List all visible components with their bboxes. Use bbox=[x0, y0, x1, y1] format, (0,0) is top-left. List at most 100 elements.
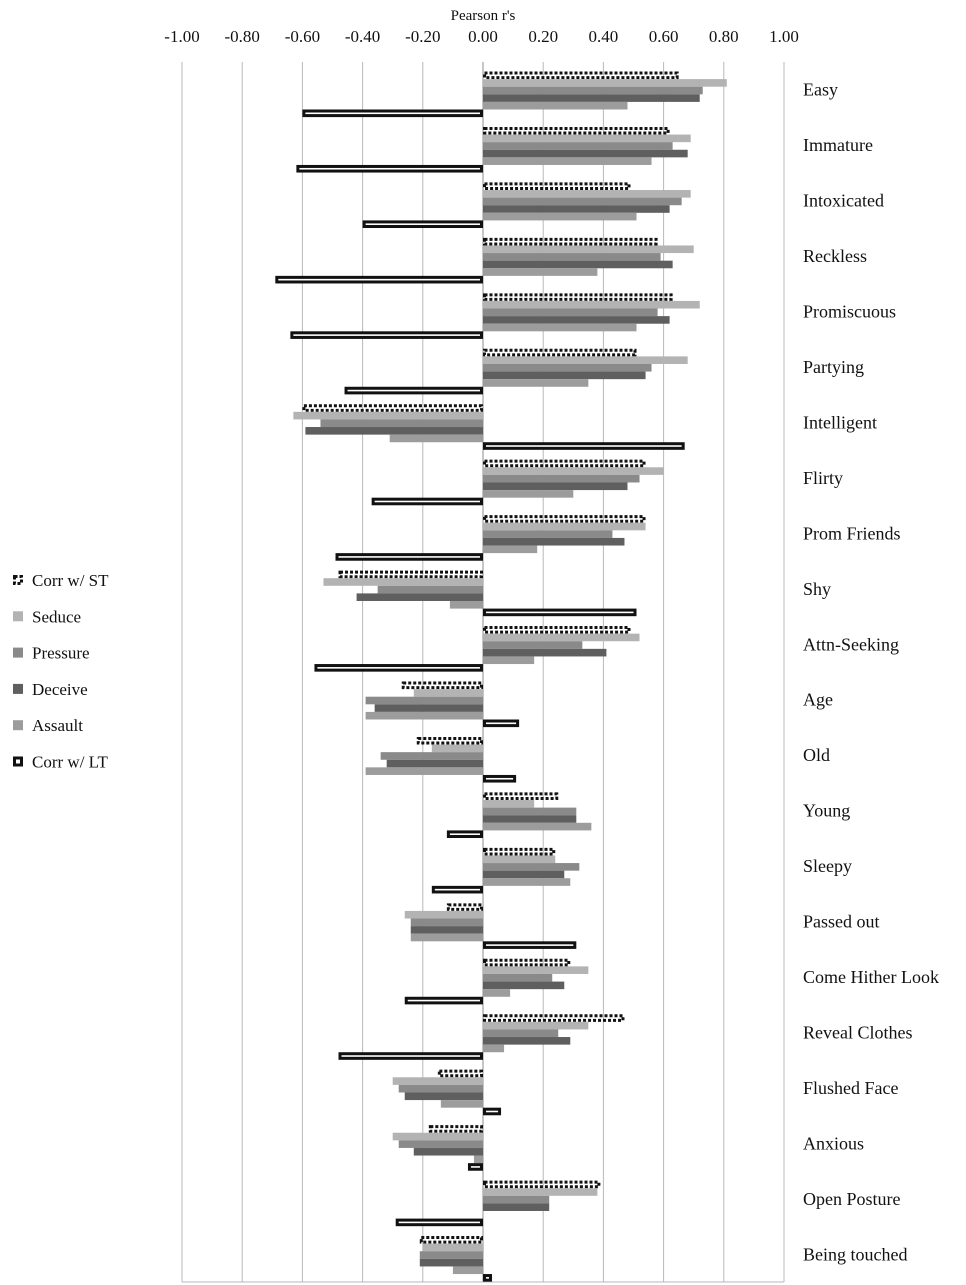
bar-pressure-shy bbox=[377, 585, 483, 594]
bar-assault-age bbox=[365, 711, 483, 720]
bar-deceive-shy bbox=[356, 593, 483, 601]
category-label: Flirty bbox=[803, 468, 843, 488]
bar-corr-w-lt-easy bbox=[302, 109, 483, 118]
bar-seduce-sleepy bbox=[483, 855, 556, 864]
bar-corr-w-lt-promiscuous bbox=[290, 331, 483, 339]
category-label: Easy bbox=[803, 80, 838, 100]
bar-corr-w-lt-immature bbox=[296, 164, 483, 173]
legend-key-seduce bbox=[13, 611, 23, 622]
bar-assault-flirty bbox=[483, 490, 574, 498]
x-tick-label: -1.00 bbox=[164, 27, 199, 46]
bar-assault-sleepy bbox=[483, 878, 571, 886]
x-axis-title: Pearson r's bbox=[451, 8, 516, 24]
bar-seduce-anxious bbox=[392, 1132, 483, 1141]
bar-seduce-flirty bbox=[483, 467, 664, 475]
category-label: Promiscuous bbox=[803, 302, 896, 322]
bar-seduce-flushed-face bbox=[392, 1077, 483, 1085]
legend-label: Corr w/ LT bbox=[32, 753, 108, 772]
bar-assault-young bbox=[483, 822, 592, 831]
bar-assault-easy bbox=[483, 101, 628, 110]
category-label: Partying bbox=[803, 357, 864, 377]
bar-deceive-promiscuous bbox=[483, 316, 670, 324]
legend-key-assault bbox=[13, 720, 23, 731]
bar-assault-reckless bbox=[483, 268, 598, 276]
bar-pressure-intoxicated bbox=[483, 197, 682, 206]
category-label: Flushed Face bbox=[803, 1078, 898, 1098]
bar-pressure-immature bbox=[483, 142, 673, 150]
x-tick-label: 1.00 bbox=[769, 27, 799, 46]
category-label: Age bbox=[803, 690, 833, 710]
bar-pressure-sleepy bbox=[483, 863, 580, 871]
bar-seduce-prom-friends bbox=[483, 522, 646, 531]
legend-key-corr-w-lt bbox=[13, 756, 23, 767]
legend: Corr w/ ST Seduce Pressure Deceive Assault Co… bbox=[13, 571, 109, 772]
legend-key-deceive bbox=[13, 683, 23, 694]
bar-seduce-easy bbox=[483, 79, 727, 87]
bar-seduce-age bbox=[413, 689, 483, 697]
category-label: Intelligent bbox=[803, 412, 877, 432]
bar-pressure-prom-friends bbox=[483, 530, 613, 538]
category-label: Intoxicated bbox=[803, 191, 884, 211]
category-label: Passed out bbox=[803, 912, 880, 932]
bar-pressure-easy bbox=[483, 86, 703, 95]
bar-assault-promiscuous bbox=[483, 323, 637, 332]
bar-assault-being-touched bbox=[452, 1266, 483, 1275]
bar-corr-w-st-come-hither-look bbox=[483, 958, 571, 967]
bar-corr-w-st-flirty bbox=[483, 459, 646, 468]
bar-assault-old bbox=[365, 767, 483, 775]
bar-seduce-passed-out bbox=[404, 910, 483, 919]
bar-corr-w-st-shy bbox=[338, 570, 483, 579]
bar-deceive-open-posture bbox=[483, 1203, 550, 1211]
bar-corr-w-st-partying bbox=[483, 348, 637, 357]
bar-seduce-being-touched bbox=[422, 1243, 483, 1252]
legend-label: Pressure bbox=[32, 644, 90, 663]
bar-seduce-attn-seeking bbox=[483, 633, 640, 642]
x-tick-label: -0.80 bbox=[224, 27, 259, 46]
bar-seduce-partying bbox=[483, 356, 688, 364]
bar-assault-flushed-face bbox=[440, 1100, 483, 1108]
bar-assault-shy bbox=[449, 600, 483, 609]
bar-corr-w-st-young bbox=[483, 792, 559, 801]
bar-deceive-immature bbox=[483, 149, 688, 158]
bar-seduce-old bbox=[431, 744, 483, 753]
category-labels: Easy Immature Intoxicated Reckless Promiscuo… bbox=[803, 80, 939, 1265]
bar-pressure-passed-out bbox=[410, 918, 483, 927]
bar-deceive-passed-out bbox=[410, 926, 483, 934]
bar-corr-w-st-intoxicated bbox=[483, 182, 631, 191]
x-tick-label: 0.20 bbox=[528, 27, 558, 46]
bar-deceive-young bbox=[483, 815, 577, 823]
legend-label: Corr w/ ST bbox=[32, 571, 109, 590]
bar-corr-w-st-immature bbox=[483, 126, 670, 135]
bar-corr-w-lt-attn-seeking bbox=[314, 664, 483, 672]
bar-corr-w-lt-reckless bbox=[275, 275, 483, 284]
bar-corr-w-st-being-touched bbox=[419, 1236, 484, 1244]
category-label: Being touched bbox=[803, 1244, 907, 1264]
bar-seduce-intoxicated bbox=[483, 190, 691, 198]
bar-deceive-come-hither-look bbox=[483, 981, 565, 990]
bar-deceive-attn-seeking bbox=[483, 648, 607, 657]
bar-corr-w-st-sleepy bbox=[483, 847, 556, 856]
bar-corr-w-st-anxious bbox=[428, 1125, 484, 1133]
legend-key-pressure bbox=[13, 647, 23, 658]
bar-corr-w-lt-shy bbox=[483, 608, 637, 617]
bar-assault-intoxicated bbox=[483, 212, 637, 221]
bar-deceive-flushed-face bbox=[404, 1092, 483, 1101]
legend-label: Assault bbox=[32, 716, 83, 735]
bar-pressure-anxious bbox=[398, 1140, 483, 1148]
bar-pressure-reckless bbox=[483, 253, 661, 261]
bar-pressure-reveal-clothes bbox=[483, 1029, 559, 1038]
bar-assault-passed-out bbox=[410, 933, 483, 942]
bar-pressure-flirty bbox=[483, 474, 640, 483]
x-tick-labels: -1.00 -0.80 -0.60 -0.40 -0.20 0.00 0.20 0.40 0.6… bbox=[164, 27, 799, 46]
category-label: Prom Friends bbox=[803, 523, 901, 543]
bar-deceive-sleepy bbox=[483, 870, 565, 879]
bar-assault-attn-seeking bbox=[483, 656, 535, 665]
bar-deceive-age bbox=[374, 704, 483, 712]
bar-deceive-reckless bbox=[483, 260, 673, 269]
bar-corr-w-lt-passed-out bbox=[483, 941, 577, 949]
category-label: Reveal Clothes bbox=[803, 1022, 912, 1042]
bar-corr-w-st-open-posture bbox=[483, 1180, 601, 1189]
category-label: Reckless bbox=[803, 246, 867, 266]
bar-corr-w-lt-being-touched bbox=[483, 1274, 493, 1282]
category-label: Sleepy bbox=[803, 856, 852, 876]
